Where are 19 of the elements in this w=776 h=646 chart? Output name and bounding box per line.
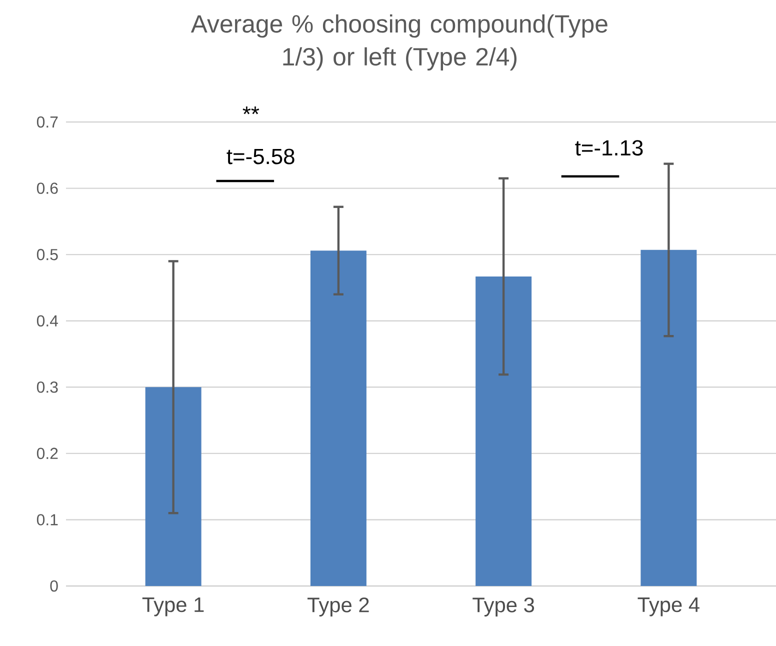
bar	[476, 276, 532, 586]
text: **	[242, 106, 260, 114]
y-tick-label: 0	[50, 580, 58, 592]
annotation: t=-1.13	[575, 140, 643, 156]
y-tick-label: 0.1	[36, 514, 58, 526]
x-tick-label: Type 1	[142, 598, 204, 616]
chart-title: Average % choosing compound(Type 1/3) or left (Type 2/4)	[190, 14, 608, 71]
annotation: t=-5.58	[226, 148, 294, 164]
x-tick-label: Type 3	[472, 598, 534, 616]
y-tick-label: 0.4	[36, 315, 58, 327]
y-tick-label: 0.6	[36, 182, 58, 194]
y-tick-label: 0.5	[36, 248, 58, 260]
bar	[310, 250, 366, 586]
y-tick-label: 0.7	[36, 116, 58, 128]
bar	[640, 250, 697, 586]
y-tick-label: 0.3	[36, 382, 58, 393]
x-tick-label: Type 4	[638, 598, 700, 616]
x-tick-label: Type 2	[308, 598, 369, 616]
y-tick-label: 0.2	[36, 448, 58, 460]
